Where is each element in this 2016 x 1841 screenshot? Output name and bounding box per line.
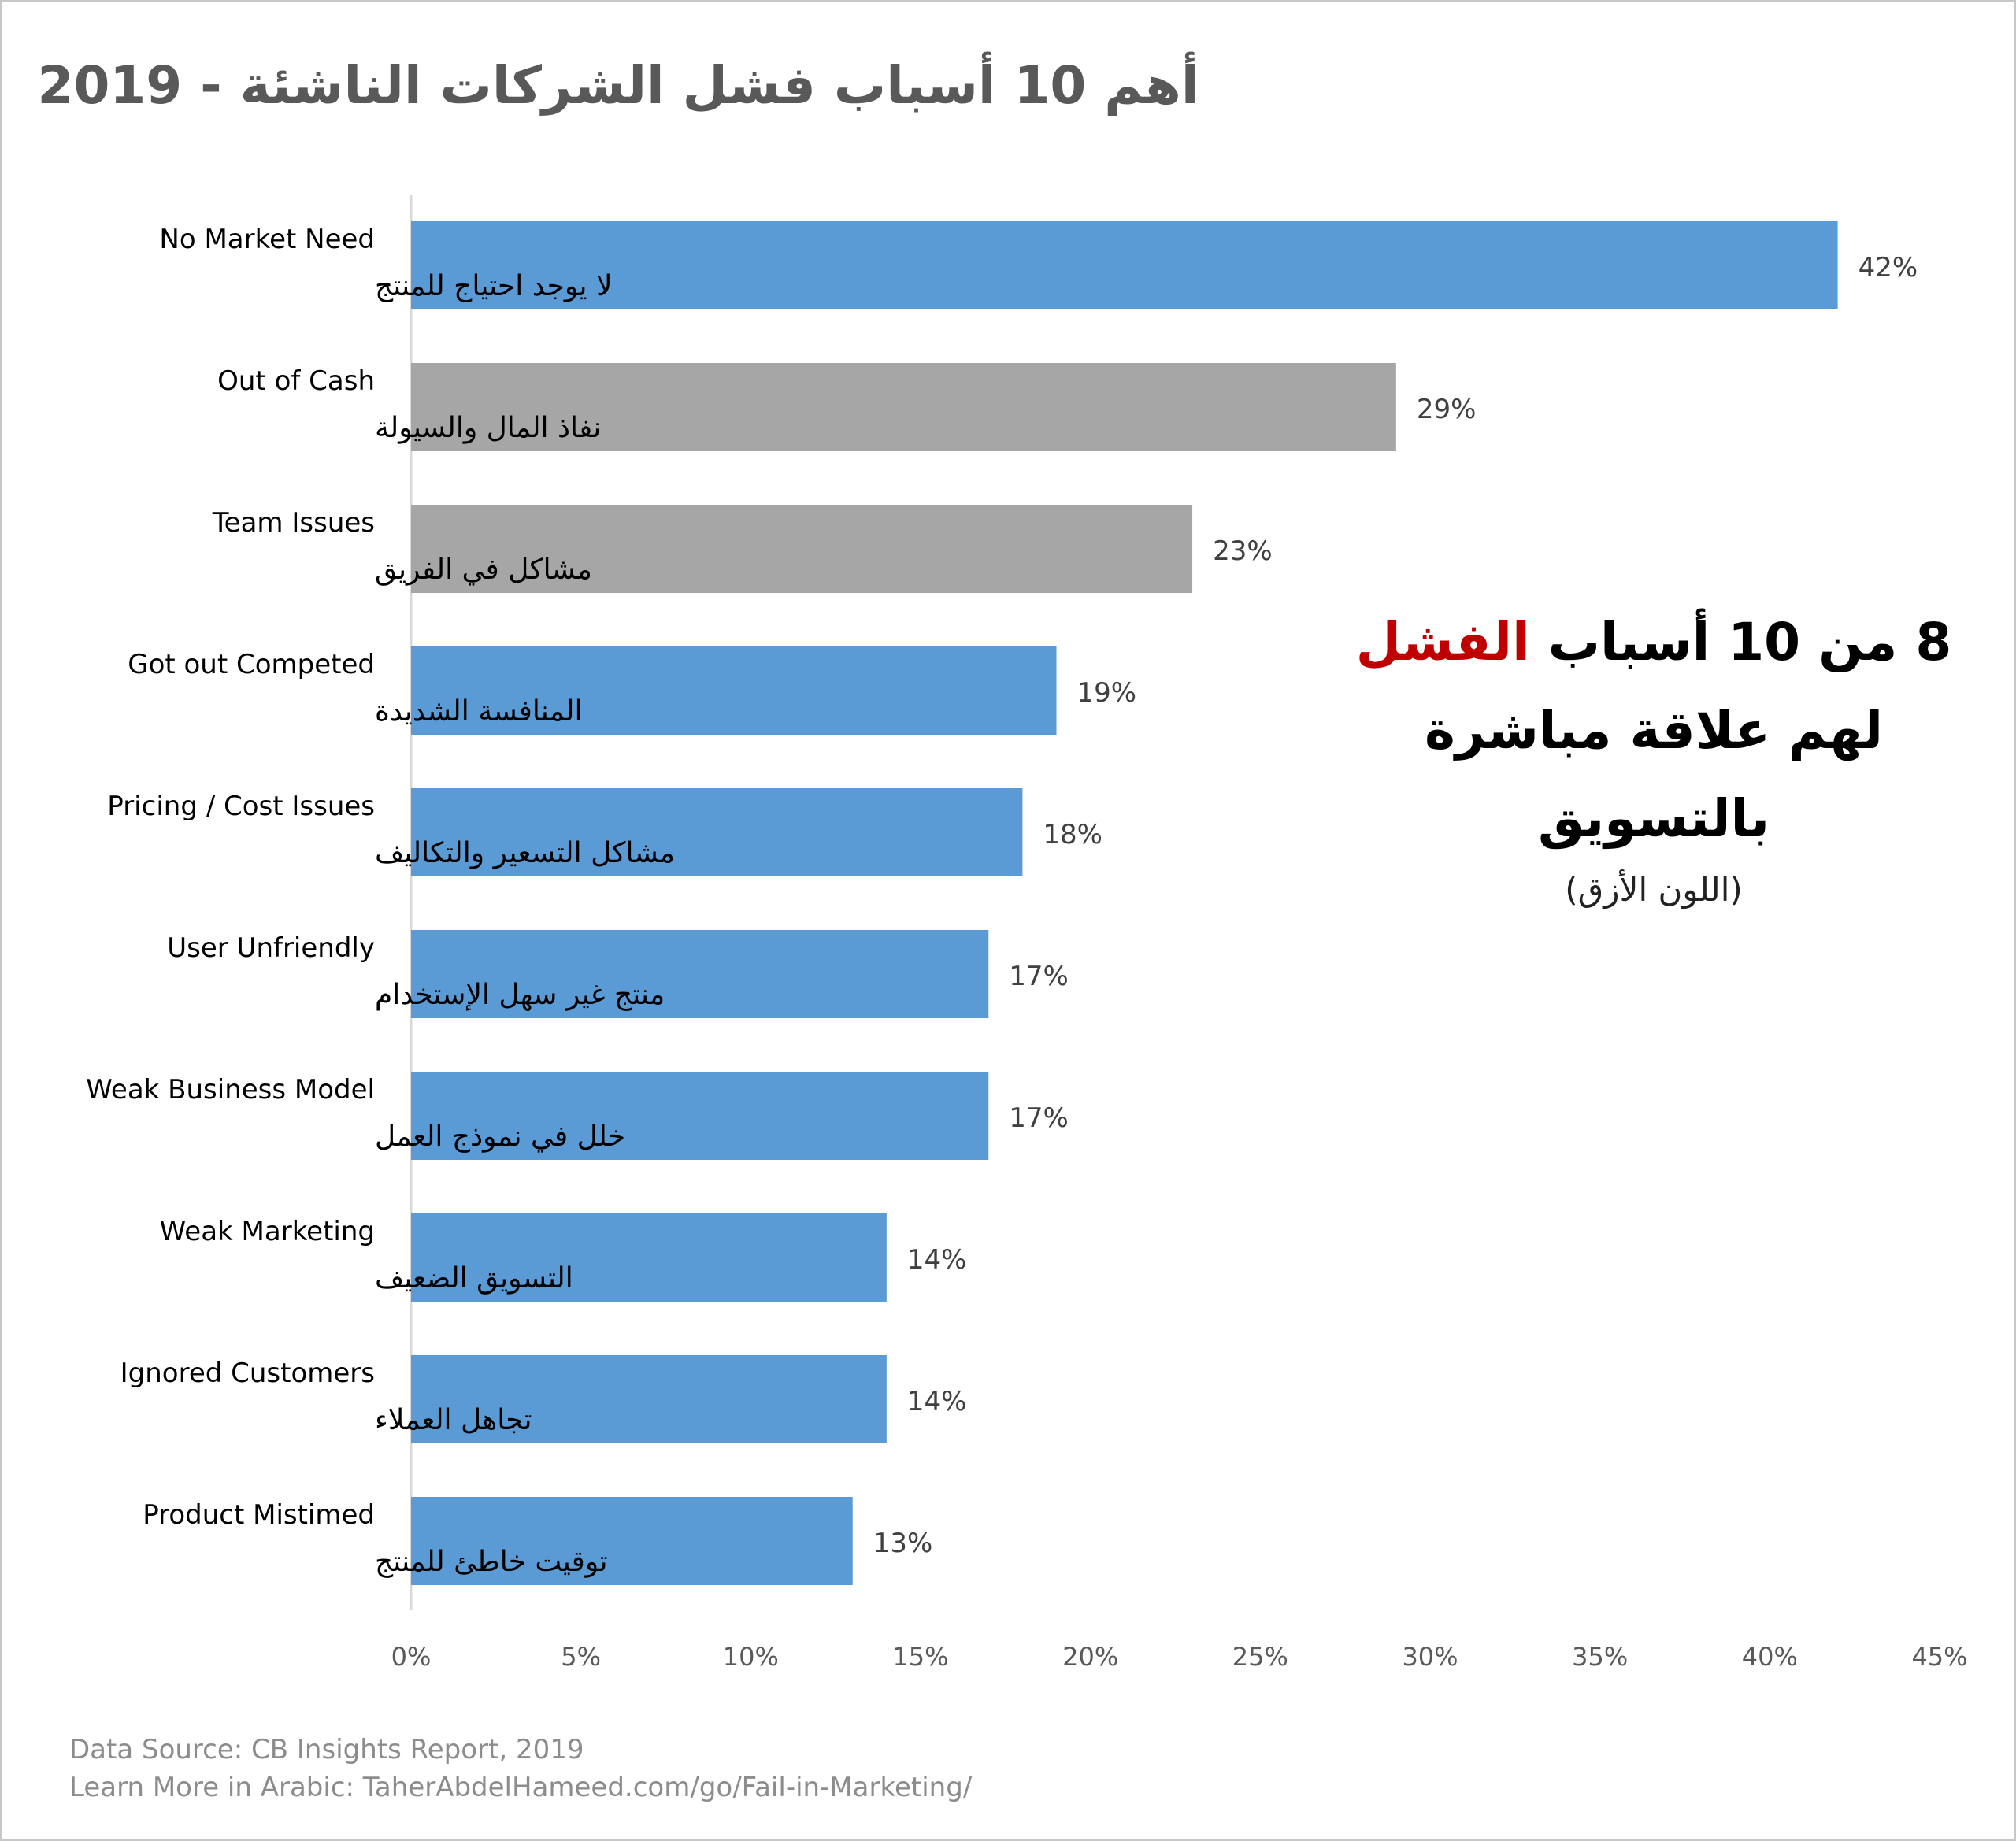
bar-4 — [411, 646, 1057, 735]
category-label-ar-1: لا يوجد احتياج للمنتج — [375, 270, 612, 302]
x-tick-label-8: 35% — [1572, 1642, 1628, 1672]
x-tick-label-7: 30% — [1402, 1642, 1458, 1672]
footer: Data Source: CB Insights Report, 2019 Le… — [69, 1731, 972, 1806]
annotation-line-1: 8 من 10 أسباب الفشل — [1339, 598, 1969, 687]
category-label-ar-10: توقيت خاطئ للمنتج — [375, 1546, 607, 1578]
x-tick-label-9: 40% — [1742, 1642, 1798, 1672]
x-tick-label-3: 10% — [723, 1642, 779, 1672]
bar-8 — [411, 1213, 887, 1302]
x-tick-label-1: 0% — [391, 1642, 432, 1672]
chart-title: أهم 10 أسباب فشل الشركات الناشئة - 2019 — [37, 55, 1199, 116]
data-source-text: Data Source: CB Insights Report, 2019 — [69, 1734, 584, 1765]
bar-5 — [411, 788, 1023, 876]
value-label-4: 19% — [1077, 677, 1137, 709]
annotation-line-3: بالتسويق — [1537, 788, 1770, 849]
category-label-en-1: No Market Need — [159, 224, 375, 255]
category-label-ar-3: مشاكل في الفريق — [375, 554, 592, 586]
annotation-note: (اللون الأزق) — [1565, 870, 1743, 909]
bar-3 — [411, 505, 1193, 593]
bar-7 — [411, 1072, 989, 1160]
category-label-en-2: Out of Cash — [217, 365, 375, 397]
value-label-1: 42% — [1858, 252, 1918, 283]
value-label-10: 13% — [873, 1528, 933, 1559]
category-label-en-7: Weak Business Model — [86, 1074, 375, 1106]
marketing-annotation: 8 من 10 أسباب الفشل لهم علاقة مباشرة بال… — [1339, 598, 1969, 913]
category-label-en-4: Got out Competed — [128, 649, 375, 680]
value-label-2: 29% — [1417, 394, 1477, 425]
learn-more-text: Learn More in Arabic: TaherAbdelHameed.c… — [69, 1772, 973, 1803]
value-label-8: 14% — [907, 1244, 967, 1276]
category-label-ar-2: نفاذ المال والسيولة — [375, 412, 601, 444]
category-label-ar-5: مشاكل التسعير والتكاليف — [375, 837, 675, 869]
category-label-ar-6: منتج غير سهل الإستخدام — [375, 979, 665, 1011]
category-label-en-8: Weak Marketing — [160, 1216, 375, 1247]
x-tick-label-6: 25% — [1232, 1642, 1288, 1672]
x-tick-label-2: 5% — [561, 1642, 601, 1672]
category-label-ar-7: خلل في نموذج العمل — [375, 1121, 625, 1153]
annotation-prefix: 8 من 10 أسباب — [1547, 612, 1952, 672]
bar-9 — [411, 1355, 887, 1443]
category-label-en-3: Team Issues — [212, 507, 375, 539]
bar-1 — [411, 221, 1838, 309]
category-label-en-6: User Unfriendly — [167, 932, 375, 964]
bar-10 — [411, 1497, 853, 1585]
annotation-line-2: لهم علاقة مباشرة — [1424, 700, 1883, 761]
x-tick-label-5: 20% — [1062, 1642, 1118, 1672]
value-label-5: 18% — [1043, 819, 1102, 850]
x-tick-label-4: 15% — [892, 1642, 948, 1672]
category-label-en-10: Product Mistimed — [143, 1499, 375, 1531]
bar-6 — [411, 930, 989, 1018]
category-label-ar-8: التسويق الضعيف — [375, 1262, 573, 1295]
x-tick-label-10: 45% — [1911, 1642, 1967, 1672]
value-label-9: 14% — [907, 1386, 967, 1417]
category-label-ar-4: المنافسة الشديدة — [375, 695, 582, 728]
category-label-en-9: Ignored Customers — [120, 1358, 375, 1389]
bar-2 — [411, 363, 1396, 451]
value-label-6: 17% — [1009, 961, 1069, 992]
value-label-3: 23% — [1213, 535, 1273, 567]
category-label-ar-9: تجاهل العملاء — [375, 1404, 532, 1436]
value-label-7: 17% — [1009, 1102, 1069, 1134]
annotation-accent-word: الفشل — [1355, 612, 1530, 672]
category-label-en-5: Pricing / Cost Issues — [107, 791, 375, 822]
